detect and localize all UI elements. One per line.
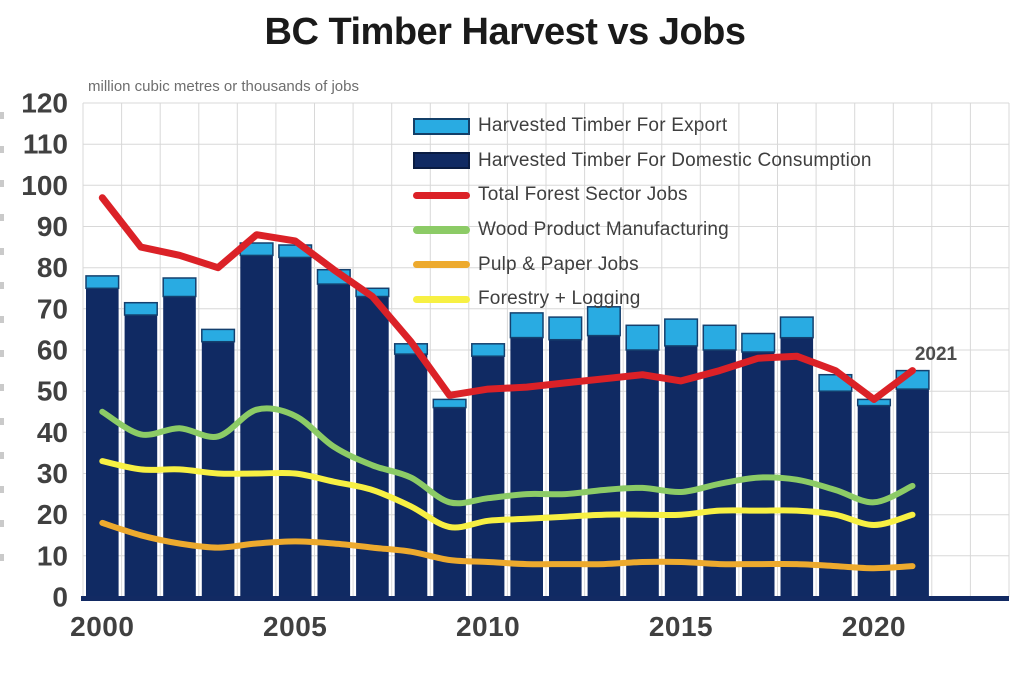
legend-line-swatch	[413, 191, 470, 200]
bar-export-2009	[432, 398, 467, 409]
line-pulp-paper-jobs	[99, 519, 916, 572]
bar-domestic-2015	[664, 345, 698, 597]
x-tick-label-2000: 2000	[70, 611, 134, 642]
bar-domestic-2001	[124, 315, 158, 597]
bar-domestic-2007	[356, 296, 389, 597]
y-tick-label-40: 40	[37, 417, 68, 448]
legend-item-harvested-timber-for-domestic-consumption: Harvested Timber For Domestic Consumptio…	[413, 144, 872, 179]
bar-export-2003	[201, 328, 236, 343]
legend-item-pulp-paper-jobs: Pulp & Paper Jobs	[413, 247, 872, 282]
legend-label: Pulp & Paper Jobs	[478, 253, 639, 275]
chart-subtitle: million cubic metres or thousands of job…	[88, 78, 359, 95]
y-tick-label-50: 50	[37, 376, 68, 407]
bar-export-2002	[162, 277, 197, 298]
line-forestry-logging	[99, 458, 916, 531]
legend-item-forestry-logging: Forestry + Logging	[413, 282, 872, 317]
bar-domestic-2016	[703, 350, 736, 597]
y-axis-title-clipped	[0, 112, 4, 562]
x-tick-label-2015: 2015	[649, 611, 713, 642]
legend-label: Forestry + Logging	[478, 288, 641, 310]
bar-domestic-2010	[471, 356, 505, 597]
bar-export-2000	[85, 275, 120, 290]
legend-label: Wood Product Manufacturing	[478, 219, 729, 241]
x-tick-label-2010: 2010	[456, 611, 520, 642]
bar-domestic-2000	[86, 288, 119, 598]
y-tick-label-120: 120	[21, 88, 68, 119]
bar-export-2017	[741, 332, 776, 353]
bar-export-2016	[702, 324, 737, 351]
y-tick-label-30: 30	[37, 458, 68, 489]
x-tick-label-2005: 2005	[263, 611, 327, 642]
legend-label: Harvested Timber For Domestic Consumptio…	[478, 149, 872, 171]
lines-group	[98, 194, 916, 572]
bar-domestic-2003	[201, 341, 235, 597]
legend-label: Harvested Timber For Export	[478, 115, 728, 137]
legend-item-harvested-timber-for-export: Harvested Timber For Export	[413, 109, 872, 144]
last-year-annotation: 2021	[914, 344, 958, 365]
y-tick-label-70: 70	[37, 293, 68, 324]
legend-item-total-forest-sector-jobs: Total Forest Sector Jobs	[413, 178, 872, 213]
y-axis-ticks: 0 10 20 30 40 50 60 70 80 90 100 110 120	[21, 88, 68, 613]
legend-bar-swatch	[413, 117, 470, 135]
y-tick-label-100: 100	[21, 170, 68, 201]
bar-export-2011	[509, 312, 544, 339]
bar-export-2010	[471, 343, 506, 357]
bar-export-2018	[779, 316, 814, 339]
bar-domestic-2018	[780, 337, 814, 597]
legend-line-swatch	[413, 260, 470, 269]
x-tick-label-2020: 2020	[842, 611, 906, 642]
bar-export-2001	[123, 301, 158, 316]
bar-export-2012	[548, 316, 583, 341]
bar-export-2013	[586, 306, 621, 337]
y-tick-label-20: 20	[37, 499, 68, 530]
y-tick-label-0: 0	[52, 582, 68, 613]
legend-label: Total Forest Sector Jobs	[478, 184, 688, 206]
legend-line-swatch	[413, 295, 470, 304]
chart-title: BC Timber Harvest vs Jobs	[264, 11, 747, 53]
y-tick-label-110: 110	[23, 129, 68, 160]
bar-export-2015	[664, 318, 699, 347]
line-wood-product-manufacturing	[99, 405, 916, 507]
x-axis-ticks: 2000 2005 2010 2015 2020	[70, 611, 906, 642]
y-tick-label-80: 80	[37, 252, 68, 283]
bar-domestic-2014	[626, 350, 659, 597]
legend-bar-swatch	[413, 152, 470, 170]
y-tick-label-90: 90	[37, 211, 68, 242]
legend-item-wood-product-manufacturing: Wood Product Manufacturing	[413, 213, 872, 248]
y-tick-label-60: 60	[37, 335, 68, 366]
bar-export-2014	[625, 324, 660, 351]
line-total-forest-sector-jobs	[98, 194, 916, 403]
legend-line-swatch	[413, 226, 470, 234]
y-tick-label-10: 10	[37, 540, 68, 571]
bar-domestic-2011	[510, 337, 543, 597]
bar-domestic-2002	[163, 296, 196, 597]
chart-legend: Harvested Timber For Export Harvested Tim…	[413, 109, 872, 317]
